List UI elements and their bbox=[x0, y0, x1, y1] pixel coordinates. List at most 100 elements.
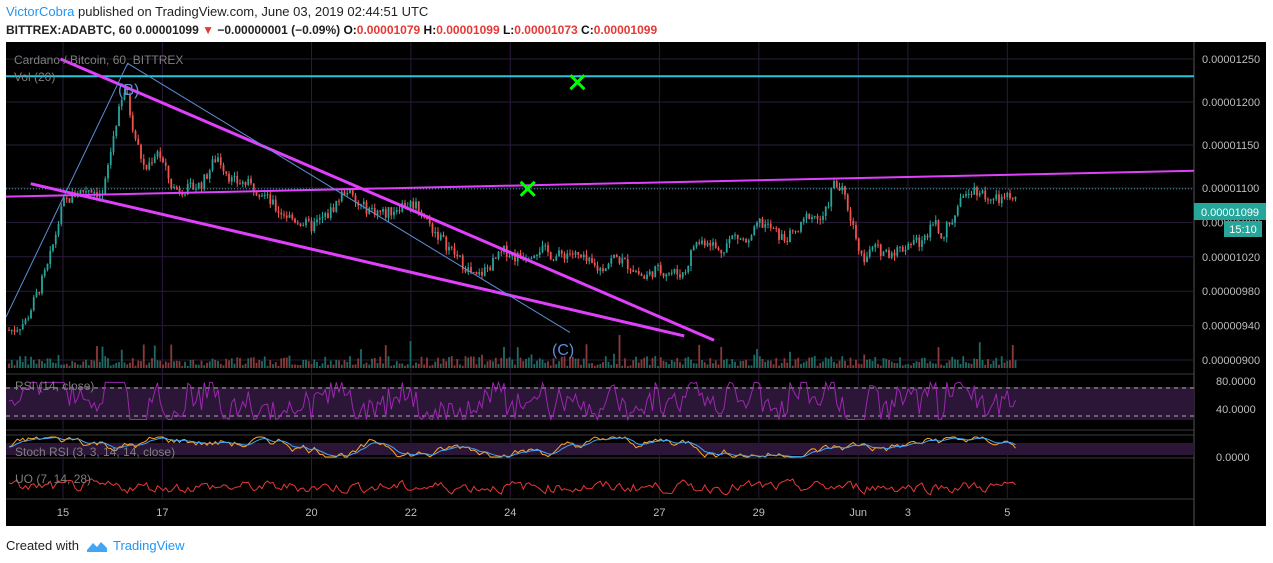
candle-body bbox=[596, 265, 599, 271]
volume-bar bbox=[728, 364, 731, 368]
candle-body bbox=[288, 214, 291, 218]
volume-bar bbox=[681, 364, 684, 368]
candle-body bbox=[379, 210, 382, 212]
volume-bar bbox=[948, 360, 951, 368]
tradingview-link[interactable]: TradingView bbox=[113, 538, 185, 553]
candle-body bbox=[599, 268, 602, 271]
volume-bar bbox=[362, 364, 365, 368]
candle-body bbox=[1011, 198, 1014, 200]
trendline-horizontal bbox=[6, 169, 1195, 198]
candle-body bbox=[802, 218, 805, 222]
candle-body bbox=[16, 330, 19, 332]
volume-bar bbox=[582, 358, 585, 368]
volume-bar bbox=[723, 360, 725, 368]
candle-body bbox=[698, 242, 701, 244]
candle-body bbox=[775, 228, 778, 230]
volume-bar bbox=[775, 358, 778, 368]
volume-bar bbox=[107, 358, 109, 368]
candle-body bbox=[758, 218, 761, 223]
candle-body bbox=[822, 216, 824, 220]
candle-body bbox=[538, 251, 541, 255]
volume-bar bbox=[945, 362, 948, 368]
volume-bar bbox=[527, 357, 530, 368]
candle-body bbox=[885, 249, 888, 252]
x-tick-label: 17 bbox=[156, 507, 168, 519]
volume-bar bbox=[676, 357, 679, 368]
candle-body bbox=[478, 271, 481, 275]
volume-bar bbox=[901, 365, 904, 368]
volume-bar bbox=[109, 365, 112, 368]
candle-body bbox=[442, 234, 445, 237]
price-chart[interactable]: 15172022242729Jun350.000013000.000012500… bbox=[6, 42, 1266, 526]
volume-bar bbox=[140, 361, 142, 368]
volume-bar bbox=[662, 360, 665, 368]
volume-bar bbox=[574, 358, 577, 368]
publish-line: VictorCobra published on TradingView.com… bbox=[6, 3, 428, 21]
volume-bar bbox=[761, 359, 764, 368]
down-arrow-icon: ▼ bbox=[202, 23, 214, 37]
drawings bbox=[6, 57, 1195, 342]
volume-bar bbox=[332, 364, 335, 368]
candle-body bbox=[879, 244, 882, 256]
volume-bar bbox=[951, 356, 954, 368]
volume-bar bbox=[148, 362, 151, 368]
volume-bar bbox=[830, 356, 833, 368]
author-link[interactable]: VictorCobra bbox=[6, 4, 75, 19]
candle-body bbox=[808, 213, 811, 220]
candle-body bbox=[129, 94, 131, 116]
volume-bar bbox=[393, 365, 395, 368]
last-price-tag bbox=[1194, 203, 1266, 220]
volume-bar bbox=[764, 361, 767, 368]
volume-bar bbox=[698, 344, 701, 368]
candle-body bbox=[519, 252, 522, 258]
volume-bar bbox=[822, 361, 824, 368]
volume-bar bbox=[533, 364, 536, 368]
volume-bar bbox=[324, 356, 327, 368]
volume-bar bbox=[954, 359, 956, 368]
candle-body bbox=[907, 243, 910, 250]
volume-bar bbox=[481, 354, 483, 368]
volume-bar bbox=[54, 363, 57, 368]
candle-body bbox=[230, 177, 233, 182]
candle-body bbox=[63, 197, 65, 207]
volume-bar bbox=[93, 360, 96, 368]
candle-body bbox=[753, 226, 756, 236]
open-value: 0.00001079 bbox=[356, 23, 421, 37]
candle-body bbox=[893, 252, 896, 256]
candle-body bbox=[184, 194, 186, 196]
candle-body bbox=[123, 92, 126, 100]
volume-bar bbox=[175, 360, 178, 368]
volume-bar bbox=[87, 365, 90, 368]
volume-bar bbox=[725, 358, 728, 368]
low-value: 0.00001073 bbox=[514, 23, 578, 37]
volume-bar bbox=[431, 364, 434, 368]
candle-body bbox=[580, 254, 582, 258]
candle-body bbox=[734, 234, 736, 236]
candle-body bbox=[461, 255, 464, 270]
candle-body bbox=[739, 238, 742, 240]
volume-bar bbox=[192, 359, 195, 368]
candle-body bbox=[415, 201, 417, 209]
candle-body bbox=[35, 292, 38, 298]
candle-body bbox=[841, 186, 844, 191]
candle-body bbox=[747, 240, 750, 243]
volume-bar bbox=[833, 361, 835, 368]
volume-bar bbox=[668, 364, 670, 368]
volume-bar bbox=[19, 356, 21, 368]
volume-bar bbox=[838, 360, 841, 368]
candle-body bbox=[624, 258, 626, 260]
candle-body bbox=[772, 228, 775, 230]
candle-body bbox=[992, 199, 995, 201]
volume-bar bbox=[178, 361, 181, 368]
candle-body bbox=[219, 157, 222, 166]
volume-bar bbox=[126, 364, 129, 368]
countdown-tag bbox=[1224, 221, 1262, 237]
volume-bar bbox=[882, 357, 885, 368]
volume-bar bbox=[687, 356, 690, 368]
candle-body bbox=[398, 210, 401, 212]
candle-body bbox=[470, 267, 472, 272]
candle-body bbox=[582, 254, 585, 258]
volume-bar bbox=[602, 362, 604, 368]
candle-body bbox=[241, 181, 244, 184]
volume-bar bbox=[390, 365, 393, 368]
